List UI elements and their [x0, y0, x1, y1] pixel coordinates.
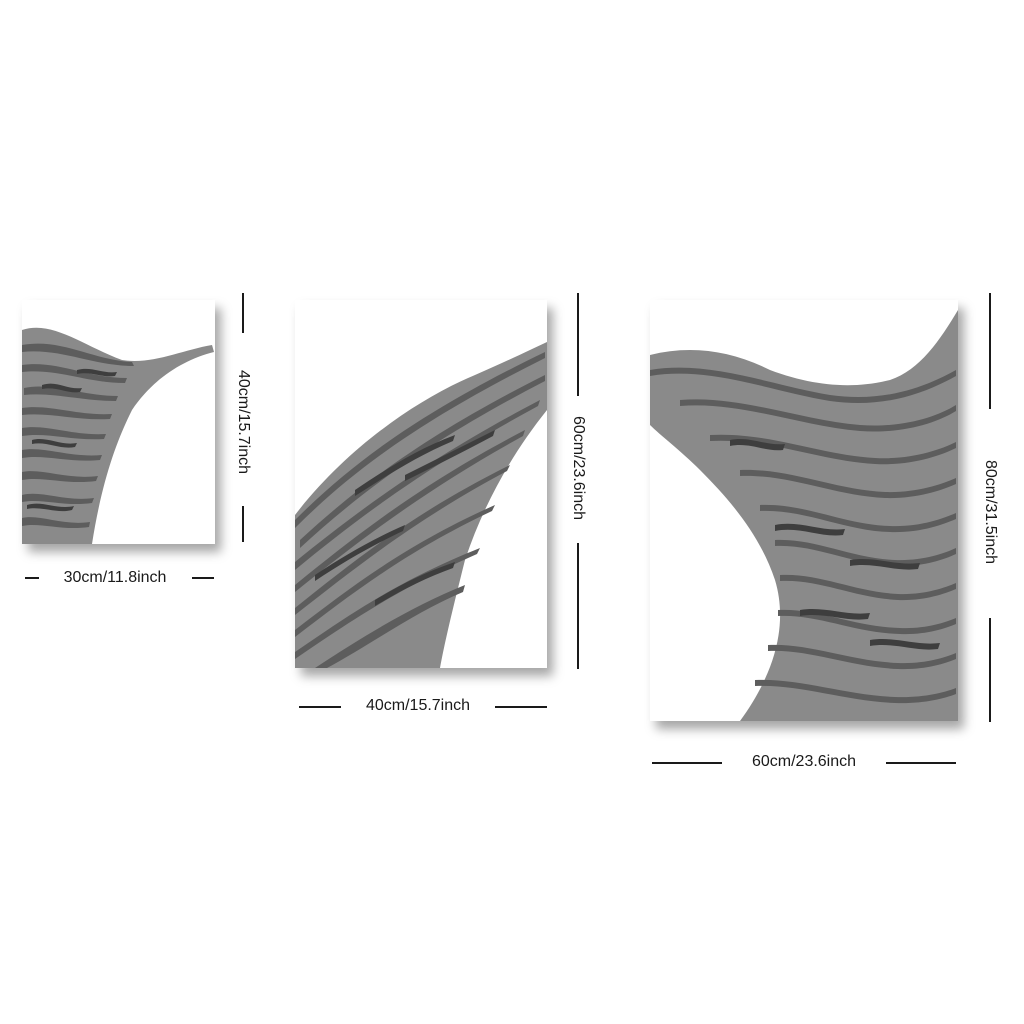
height-label-small: 40cm/15.7inch	[235, 369, 252, 475]
height-dimension-line-bottom-medium	[577, 543, 579, 669]
width-dimension-line-right-medium	[495, 706, 547, 708]
abstract-texture-small	[22, 327, 214, 544]
width-dimension-line-right-small	[192, 577, 214, 579]
width-dimension-line-left-large	[652, 762, 722, 764]
height-label-large: 80cm/31.5inch	[982, 459, 999, 565]
abstract-texture-medium	[295, 342, 547, 668]
canvas-panel-large	[650, 300, 958, 721]
height-dimension-line-bottom-large	[989, 618, 991, 722]
canvas-panel-small	[22, 300, 215, 544]
canvas-panel-medium	[295, 300, 547, 668]
width-dimension-line-right-large	[886, 762, 956, 764]
width-dimension-line-left-small	[25, 577, 39, 579]
height-dimension-line-bottom-small	[242, 506, 244, 542]
width-label-large: 60cm/23.6inch	[751, 753, 857, 770]
height-dimension-line-top-medium	[577, 293, 579, 396]
width-label-medium: 40cm/15.7inch	[365, 697, 471, 714]
width-label-small: 30cm/11.8inch	[63, 569, 167, 586]
height-dimension-line-top-large	[989, 293, 991, 409]
width-dimension-line-left-medium	[299, 706, 341, 708]
abstract-texture-large	[650, 310, 958, 721]
height-label-medium: 60cm/23.6inch	[570, 415, 587, 521]
height-dimension-line-top-small	[242, 293, 244, 333]
